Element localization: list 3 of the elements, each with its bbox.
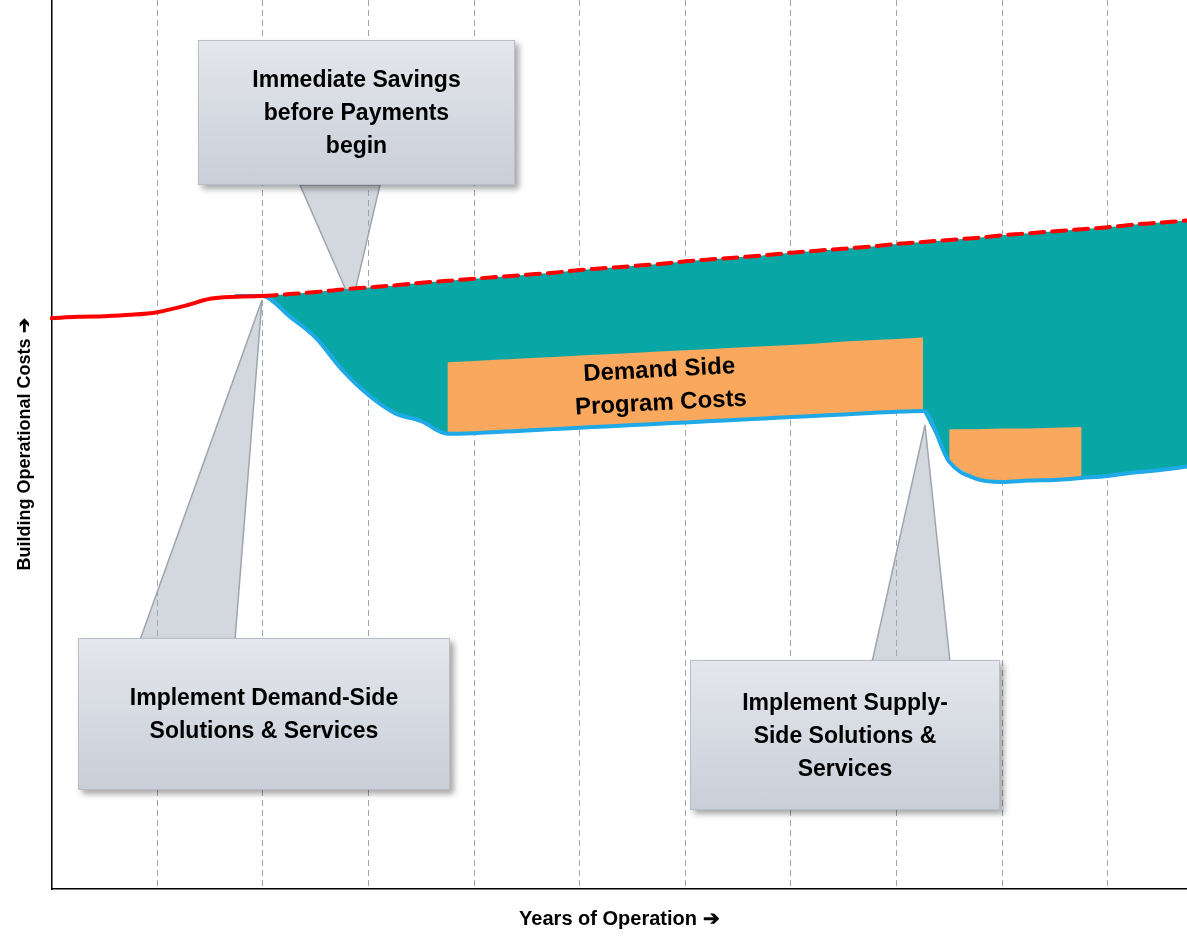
x-axis-title: Years of Operation ➔ bbox=[519, 906, 720, 929]
annotation: Demand Side Program Costs bbox=[573, 350, 749, 422]
y-axis-title: Building Operational Costs ➔ bbox=[13, 318, 34, 571]
